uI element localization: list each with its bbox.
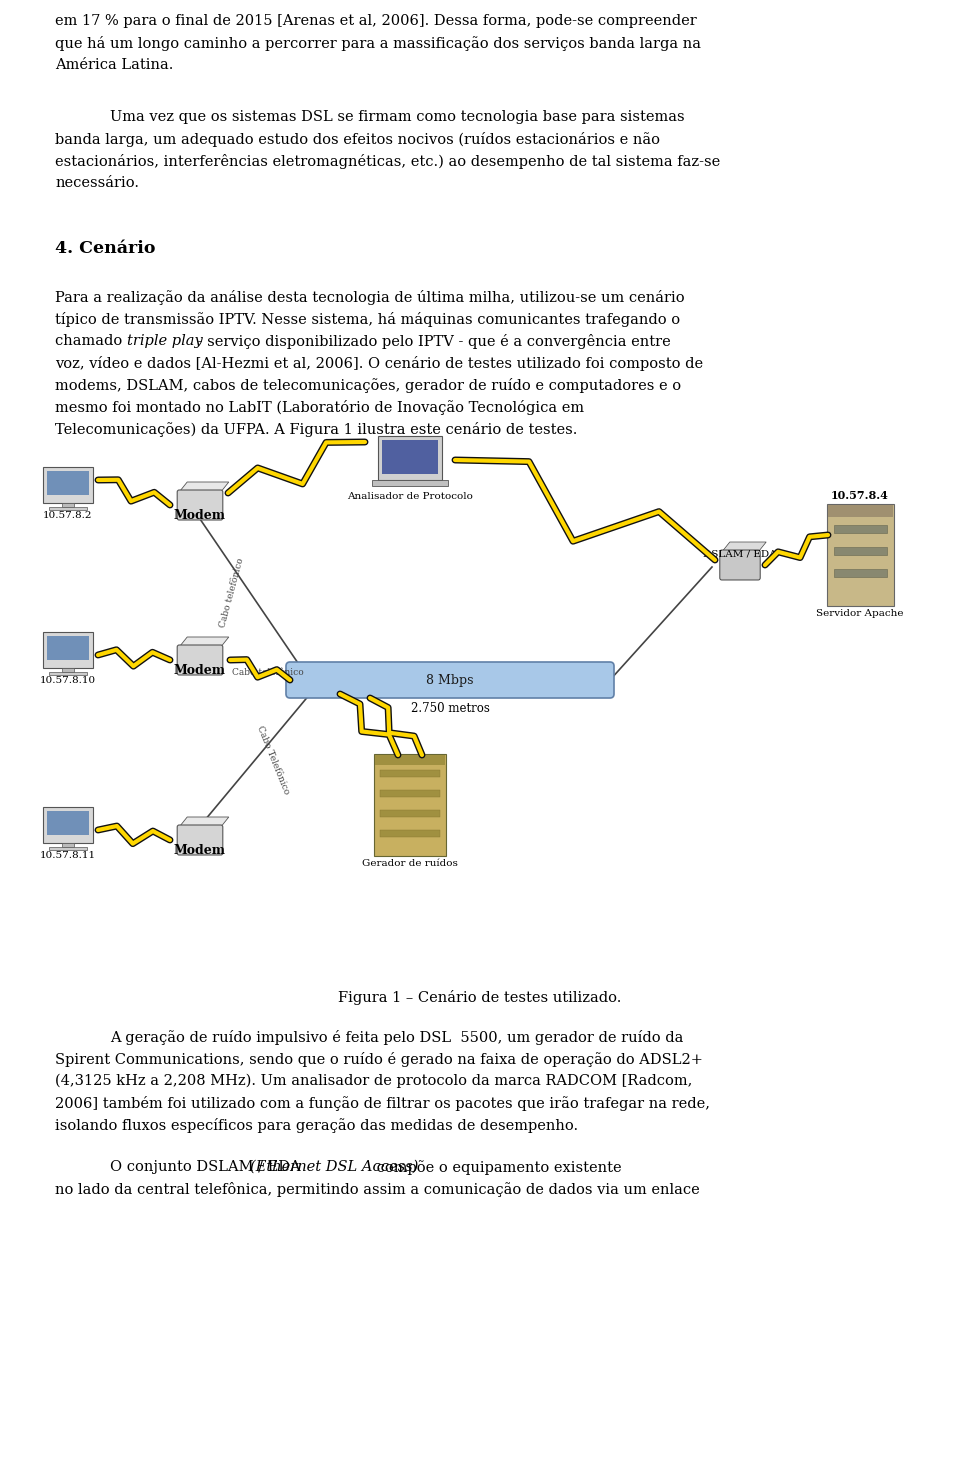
Text: modems, DSLAM, cabos de telecomunicações, gerador de ruído e computadores e o: modems, DSLAM, cabos de telecomunicações…: [55, 377, 682, 394]
Bar: [378, 436, 442, 481]
Text: Gerador de ruídos: Gerador de ruídos: [362, 859, 458, 868]
Bar: [49, 672, 87, 675]
Text: DSLAM / EDA: DSLAM / EDA: [703, 548, 777, 559]
Text: 10.57.8.4: 10.57.8.4: [831, 489, 889, 501]
Text: Cabo Telefônico: Cabo Telefônico: [255, 724, 291, 796]
Bar: [62, 843, 74, 848]
Text: América Latina.: América Latina.: [55, 57, 174, 72]
FancyBboxPatch shape: [178, 489, 223, 520]
Text: 10.57.8.11: 10.57.8.11: [40, 850, 96, 859]
Text: que há um longo caminho a percorrer para a massificação dos serviços banda larga: que há um longo caminho a percorrer para…: [55, 35, 701, 52]
FancyBboxPatch shape: [286, 662, 614, 699]
Text: voz, vídeo e dados [Al-Hezmi et al, 2006]. O cenário de testes utilizado foi com: voz, vídeo e dados [Al-Hezmi et al, 2006…: [55, 357, 703, 371]
Text: compõe o equipamento existente: compõe o equipamento existente: [372, 1160, 621, 1175]
Text: 10.57.8.10: 10.57.8.10: [40, 677, 96, 685]
Text: típico de transmissão IPTV. Nesse sistema, há máquinas comunicantes trafegando o: típico de transmissão IPTV. Nesse sistem…: [55, 312, 680, 327]
Bar: [43, 632, 93, 668]
Text: Analisador de Protocolo: Analisador de Protocolo: [348, 492, 473, 501]
Text: 2.750 metros: 2.750 metros: [411, 702, 490, 715]
Text: Figura 1 – Cenário de testes utilizado.: Figura 1 – Cenário de testes utilizado.: [338, 991, 622, 1005]
Bar: [62, 668, 74, 672]
Bar: [43, 467, 93, 503]
FancyBboxPatch shape: [178, 646, 223, 675]
Text: Modem: Modem: [174, 845, 226, 856]
Bar: [49, 507, 87, 510]
Text: 2006] também foi utilizado com a função de filtrar os pacotes que irão trafegar : 2006] também foi utilizado com a função …: [55, 1097, 710, 1111]
Bar: [43, 808, 93, 843]
Bar: [47, 637, 88, 660]
Text: estacionários, interferências eletromagnéticas, etc.) ao desempenho de tal siste: estacionários, interferências eletromagn…: [55, 153, 720, 170]
Bar: [380, 790, 440, 797]
Bar: [372, 481, 448, 486]
Bar: [828, 506, 893, 517]
Polygon shape: [722, 542, 766, 551]
Text: (Ethernet DSL Access): (Ethernet DSL Access): [250, 1160, 418, 1173]
Text: 4. Cenário: 4. Cenário: [55, 240, 156, 256]
Text: Para a realização da análise desta tecnologia de última milha, utilizou-se um ce: Para a realização da análise desta tecno…: [55, 290, 684, 305]
Text: mesmo foi montado no LabIT (Laboratório de Inovação Tecnológica em: mesmo foi montado no LabIT (Laboratório …: [55, 399, 584, 416]
Bar: [833, 525, 886, 534]
Text: - serviço disponibilizado pelo IPTV - que é a convergência entre: - serviço disponibilizado pelo IPTV - qu…: [193, 335, 671, 349]
FancyBboxPatch shape: [178, 825, 223, 855]
Text: 10.57.8.2: 10.57.8.2: [43, 511, 93, 520]
Text: no lado da central telefônica, permitindo assim a comunicação de dados via um en: no lado da central telefônica, permitind…: [55, 1182, 700, 1197]
Text: necessário.: necessário.: [55, 175, 139, 190]
Text: Cabo telefônico: Cabo telefônico: [232, 668, 303, 677]
Text: Uma vez que os sistemas DSL se firmam como tecnologia base para sistemas: Uma vez que os sistemas DSL se firmam co…: [110, 111, 684, 124]
Text: banda larga, um adequado estudo dos efeitos nocivos (ruídos estacionários e não: banda larga, um adequado estudo dos efei…: [55, 133, 660, 147]
Bar: [49, 848, 87, 850]
Bar: [382, 441, 438, 475]
Polygon shape: [180, 482, 228, 492]
Text: Cabo telefônico: Cabo telefônico: [218, 557, 246, 628]
FancyBboxPatch shape: [720, 550, 760, 579]
Text: isolando fluxos específicos para geração das medidas de desempenho.: isolando fluxos específicos para geração…: [55, 1117, 578, 1134]
Bar: [47, 472, 88, 495]
Text: O conjunto DSLAM / EDA: O conjunto DSLAM / EDA: [110, 1160, 300, 1173]
Bar: [62, 503, 74, 507]
Bar: [375, 755, 445, 765]
Bar: [380, 830, 440, 837]
Text: Telecomunicações) da UFPA. A Figura 1 ilustra este cenário de testes.: Telecomunicações) da UFPA. A Figura 1 il…: [55, 422, 577, 436]
Bar: [380, 811, 440, 817]
Bar: [380, 769, 440, 777]
Text: Modem: Modem: [174, 663, 226, 677]
FancyBboxPatch shape: [827, 504, 894, 606]
Text: triple play: triple play: [127, 335, 203, 348]
FancyBboxPatch shape: [374, 755, 446, 856]
Text: A geração de ruído impulsivo é feita pelo DSL  5500, um gerador de ruído da: A geração de ruído impulsivo é feita pel…: [110, 1030, 684, 1045]
Text: Spirent Communications, sendo que o ruído é gerado na faixa de operação do ADSL2: Spirent Communications, sendo que o ruíd…: [55, 1052, 703, 1067]
Text: 8 Mbps: 8 Mbps: [426, 674, 473, 687]
Text: chamado: chamado: [55, 335, 127, 348]
Bar: [47, 811, 88, 836]
Text: em 17 % para o final de 2015 [Arenas et al, 2006]. Dessa forma, pode-se compreen: em 17 % para o final de 2015 [Arenas et …: [55, 13, 697, 28]
Polygon shape: [180, 817, 228, 827]
Text: (4,3125 kHz a 2,208 MHz). Um analisador de protocolo da marca RADCOM [Radcom,: (4,3125 kHz a 2,208 MHz). Um analisador …: [55, 1075, 692, 1088]
Bar: [833, 569, 886, 576]
Text: Modem: Modem: [174, 509, 226, 522]
Text: Servidor Apache: Servidor Apache: [816, 609, 903, 618]
Polygon shape: [180, 637, 228, 647]
Bar: [833, 547, 886, 556]
